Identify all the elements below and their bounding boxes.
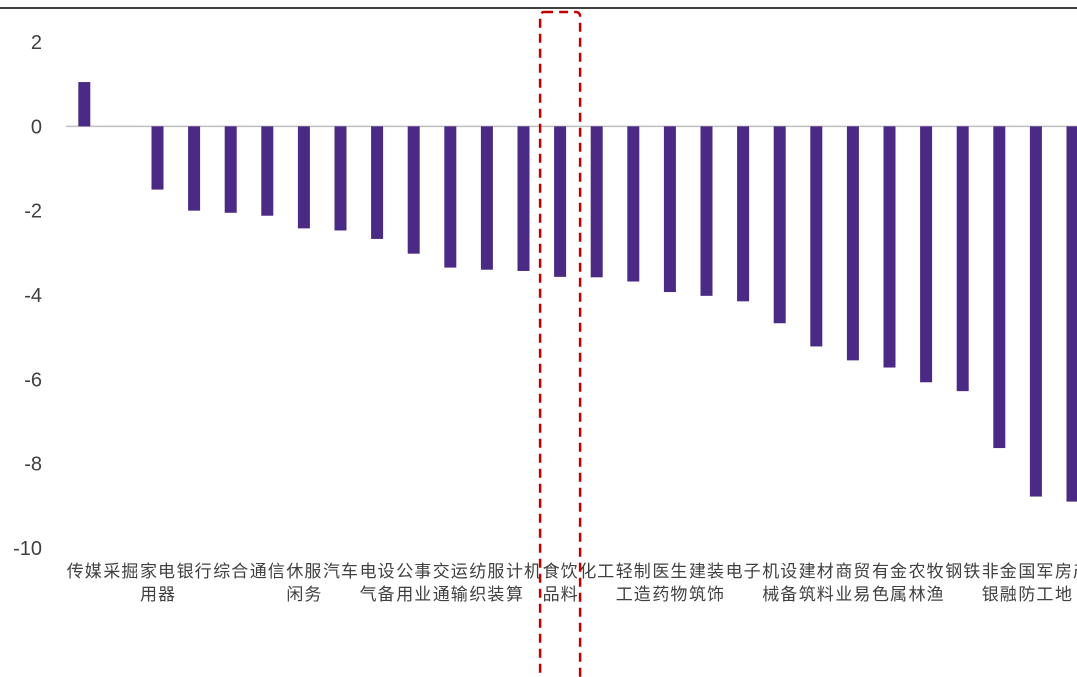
bar bbox=[188, 126, 201, 211]
bar bbox=[700, 126, 713, 296]
bar bbox=[627, 126, 640, 282]
bar bbox=[993, 126, 1006, 449]
category-label: 农林牧渔 bbox=[909, 562, 944, 605]
bar bbox=[224, 126, 237, 213]
y-tick-label: -4 bbox=[24, 285, 42, 307]
bar bbox=[78, 82, 91, 127]
category-label: 建筑装饰 bbox=[689, 562, 724, 605]
category-label: 电子 bbox=[726, 562, 761, 582]
category-label: 休闲服务 bbox=[286, 562, 321, 605]
bar bbox=[407, 126, 420, 254]
category-label: 国防军工 bbox=[1018, 562, 1053, 605]
bar bbox=[371, 126, 384, 239]
category-labels: 传媒 采掘 家用电器银行 综合 通信 休闲服务汽车 电气设备公用事业交通运输纺织服装计算机食… bbox=[67, 562, 1077, 605]
category-label: 银行 bbox=[177, 562, 212, 582]
bar bbox=[810, 126, 823, 347]
category-label: 电气设备 bbox=[360, 562, 395, 605]
bar bbox=[1066, 126, 1077, 502]
bar bbox=[773, 126, 786, 324]
bar bbox=[261, 126, 274, 216]
y-tick-label: 0 bbox=[31, 116, 42, 138]
bar bbox=[517, 126, 530, 271]
category-label: 通信 bbox=[250, 562, 285, 582]
category-label: 非银金融 bbox=[982, 562, 1017, 605]
category-label: 家用电器 bbox=[140, 562, 175, 605]
category-label: 建筑材料 bbox=[799, 562, 834, 605]
category-label: 纺织服装 bbox=[469, 562, 504, 605]
y-tick-label: -10 bbox=[13, 538, 42, 560]
y-axis: 2 0 -2 -4 -6 -8 -10 bbox=[13, 32, 42, 560]
category-label: 计算机 bbox=[506, 562, 541, 605]
category-label: 综合 bbox=[213, 562, 248, 582]
category-label: 商业贸易 bbox=[835, 562, 870, 605]
category-label: 机械设备 bbox=[762, 562, 797, 605]
bar bbox=[554, 126, 567, 277]
y-tick-label: -8 bbox=[24, 454, 42, 476]
bar bbox=[590, 126, 603, 278]
category-label: 公用事业 bbox=[396, 562, 431, 605]
bar bbox=[334, 126, 347, 231]
highlight-box bbox=[538, 10, 582, 677]
category-label: 传媒 bbox=[67, 562, 102, 582]
y-tick-label: -2 bbox=[24, 201, 42, 223]
bar bbox=[883, 126, 896, 368]
category-label: 房地产 bbox=[1055, 562, 1077, 605]
bar bbox=[1029, 126, 1042, 497]
category-label: 医药生物 bbox=[652, 562, 687, 605]
category-label: 化工 bbox=[579, 562, 614, 582]
bar bbox=[920, 126, 933, 383]
bar bbox=[480, 126, 493, 270]
bar bbox=[663, 126, 676, 293]
bars bbox=[78, 82, 1077, 502]
category-label: 汽车 bbox=[323, 562, 358, 582]
bar bbox=[846, 126, 859, 361]
y-tick-label: -6 bbox=[24, 369, 42, 391]
category-label: 有色金属 bbox=[872, 562, 907, 605]
bar bbox=[444, 126, 457, 268]
y-tick-label: 2 bbox=[31, 32, 42, 54]
category-label: 交通运输 bbox=[433, 562, 468, 605]
category-label: 采掘 bbox=[103, 562, 138, 582]
category-label: 钢铁 bbox=[945, 562, 980, 582]
category-label: 轻工制造 bbox=[616, 562, 651, 605]
bar bbox=[956, 126, 969, 392]
bar bbox=[297, 126, 310, 229]
bar bbox=[737, 126, 750, 302]
bar bbox=[151, 126, 164, 190]
category-label: 食品饮料 bbox=[543, 562, 578, 605]
